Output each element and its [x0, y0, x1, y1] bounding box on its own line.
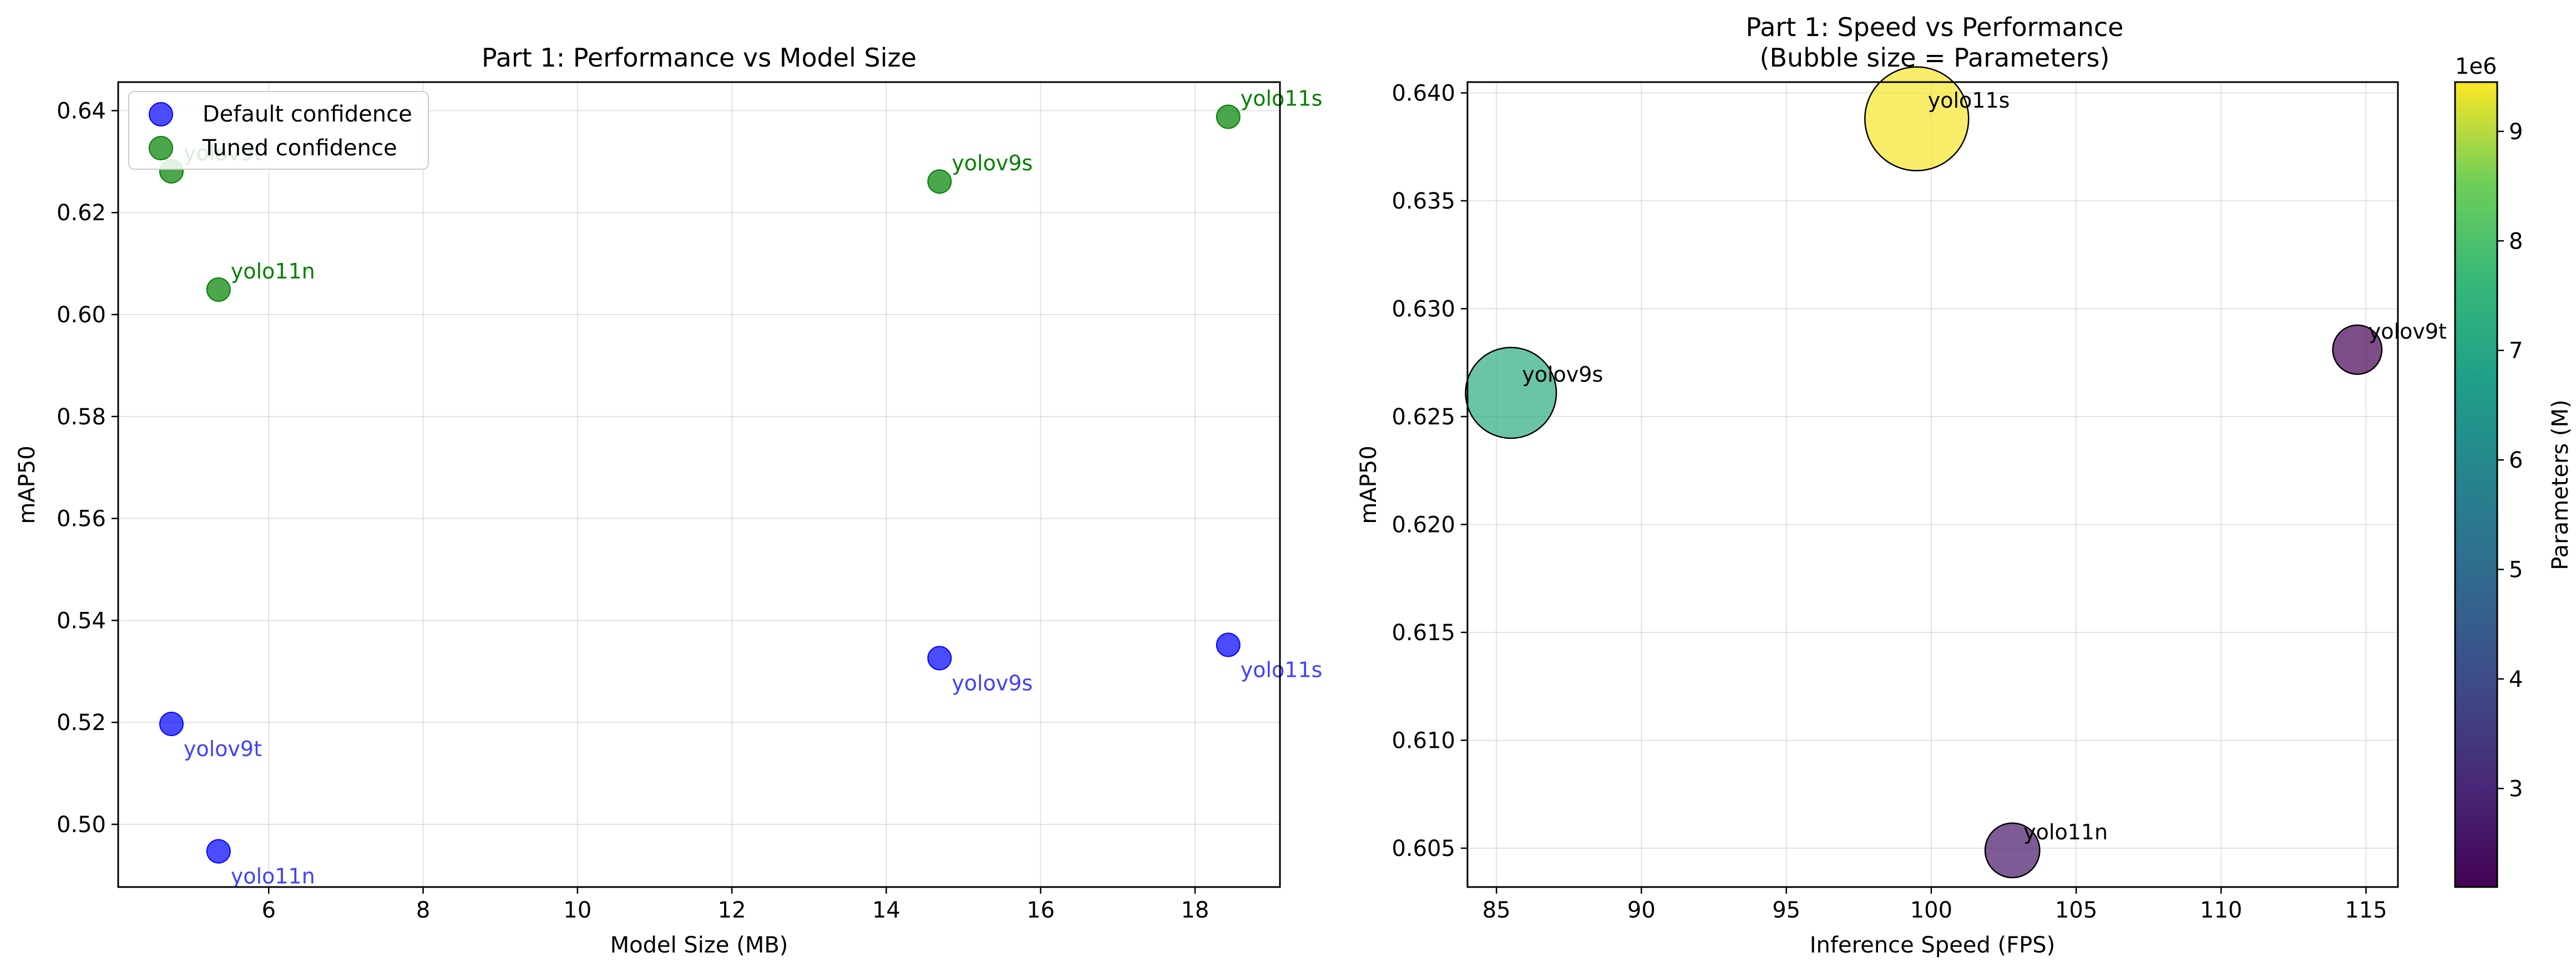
- point-label: yolo11n: [231, 864, 315, 889]
- bubble-yolo11s: [1864, 66, 1970, 171]
- tick-label-x: 18: [1181, 898, 1209, 923]
- chart-left-title: Part 1: Performance vs Model Size: [482, 43, 917, 73]
- colorbar-tick-label: 5: [2509, 557, 2523, 582]
- tick-label-y: 0.605: [1391, 836, 1455, 862]
- colorbar-tick-label: 6: [2509, 448, 2523, 473]
- point-label: yolov9s: [952, 151, 1033, 175]
- point-default-yolo11s: [1216, 632, 1241, 657]
- tick-label-x: 16: [1026, 898, 1055, 923]
- chart-right-grid: [1467, 82, 2398, 887]
- tick-label-y: 0.52: [57, 710, 106, 736]
- tick-label-y: 0.64: [57, 98, 106, 124]
- chart-left-ticks: 6 8 10 12 14 16 18 0.50 0.52 0.54 0.56 0.58 0.60 0.62…: [57, 98, 1209, 923]
- bubble-label: yolo11s: [1928, 88, 2010, 113]
- point-label: yolov9s: [952, 671, 1033, 695]
- chart-right-axes-frame: [1466, 81, 2399, 888]
- legend-label-tuned: Tuned confidence: [202, 135, 397, 161]
- chart-right-marks: yolo11s yolov9s yolov9t yolo11n: [1465, 66, 2447, 879]
- tick-label-x: 110: [2200, 898, 2242, 923]
- tick-label-y: 0.620: [1391, 512, 1455, 538]
- point-label: yolo11s: [1241, 86, 1323, 110]
- colorbar-tick-label: 9: [2509, 119, 2523, 145]
- bubble-label: yolov9s: [1522, 362, 1603, 387]
- tick-label-x: 12: [718, 898, 746, 923]
- tick-label-y: 0.615: [1391, 620, 1455, 646]
- tick-label-y: 0.635: [1391, 189, 1455, 214]
- chart-left-legend: Default confidence Tuned confidence: [128, 91, 429, 170]
- chart-right-ticks: 85 90 95 100 105 110 115 0.605 0.610 0.615 0.620 0.…: [1391, 80, 2387, 923]
- tick-label-x: 90: [1627, 898, 1656, 923]
- tick-label-y: 0.610: [1391, 728, 1455, 753]
- bubble-yolov9t: [2332, 324, 2383, 375]
- chart-left-marks: yolov9tyolo11nyolov9syolo11syolov9tyolo1…: [159, 86, 1323, 889]
- tick-label-y: 0.625: [1391, 404, 1455, 430]
- colorbar-label: Parameters (M): [2548, 399, 2573, 570]
- point-tuned-yolo11n: [206, 277, 231, 302]
- tick-label-y: 0.56: [57, 506, 106, 532]
- colorbar-tick-label: 3: [2509, 776, 2523, 802]
- chart-right-title-line1: Part 1: Speed vs Performance: [1746, 12, 2124, 42]
- bubble-yolov9s: [1465, 347, 1557, 439]
- chart-right: Part 1: Speed vs Performance (Bubble siz…: [1356, 12, 2573, 958]
- tick-label-y: 0.62: [57, 200, 106, 226]
- colorbar-gradient: [2454, 81, 2498, 888]
- point-default-yolov9s: [927, 646, 952, 671]
- tick-label-y: 0.630: [1391, 296, 1455, 322]
- tick-label-y: 0.58: [57, 404, 106, 430]
- tick-label-y: 0.640: [1391, 80, 1455, 106]
- tick-label-x: 105: [2055, 898, 2097, 923]
- point-label: yolov9t: [184, 737, 262, 761]
- bubble-label: yolo11n: [2023, 820, 2108, 844]
- point-default-yolo11n: [206, 839, 231, 864]
- colorbar-tick-label: 8: [2509, 229, 2523, 254]
- tick-label-x: 10: [563, 898, 591, 923]
- chart-right-title-line2: (Bubble size = Parameters): [1760, 43, 2110, 73]
- chart-left-ylabel: mAP50: [14, 445, 40, 524]
- legend-label-default: Default confidence: [203, 102, 412, 127]
- chart-left-grid: [118, 82, 1280, 887]
- colorbar-tick-label: 4: [2509, 667, 2523, 692]
- tick-label-x: 95: [1772, 898, 1800, 923]
- chart-right-ylabel: mAP50: [1356, 445, 1381, 524]
- tick-label-x: 85: [1482, 898, 1511, 923]
- colorbar-tick-label: 7: [2509, 338, 2523, 364]
- tick-label-y: 0.60: [57, 302, 106, 328]
- bubble-label: yolov9t: [2368, 319, 2447, 343]
- point-tuned-yolov9s: [927, 169, 952, 194]
- legend-marker-tuned: [149, 136, 173, 160]
- legend-marker-default: [149, 102, 173, 126]
- tick-label-x: 8: [416, 898, 430, 923]
- colorbar-ticks: 3 4 5 6 7 8 9: [2497, 119, 2523, 802]
- chart-left-axes-frame: [117, 81, 1281, 888]
- tick-label-x: 14: [872, 898, 900, 923]
- point-label: yolo11n: [231, 259, 315, 283]
- tick-label-y: 0.54: [57, 608, 106, 634]
- tick-label-x: 115: [2345, 898, 2387, 923]
- colorbar-offset-text: 1e6: [2455, 54, 2497, 79]
- legend-box: [128, 91, 429, 170]
- tick-label-x: 6: [262, 898, 276, 923]
- point-tuned-yolo11s: [1216, 104, 1241, 129]
- chart-left-xlabel: Model Size (MB): [610, 933, 788, 958]
- tick-label-x: 100: [1910, 898, 1952, 923]
- colorbar: 1e6 3 4 5 6 7 8 9 Parameters (M): [2454, 54, 2573, 888]
- tick-label-y: 0.50: [57, 812, 106, 838]
- point-default-yolov9t: [159, 711, 184, 736]
- bubble-yolo11n: [1984, 822, 2041, 879]
- point-label: yolo11s: [1241, 658, 1323, 682]
- chart-right-xlabel: Inference Speed (FPS): [1810, 933, 2056, 958]
- chart-left: Part 1: Performance vs Model Size yolov9…: [14, 43, 1322, 958]
